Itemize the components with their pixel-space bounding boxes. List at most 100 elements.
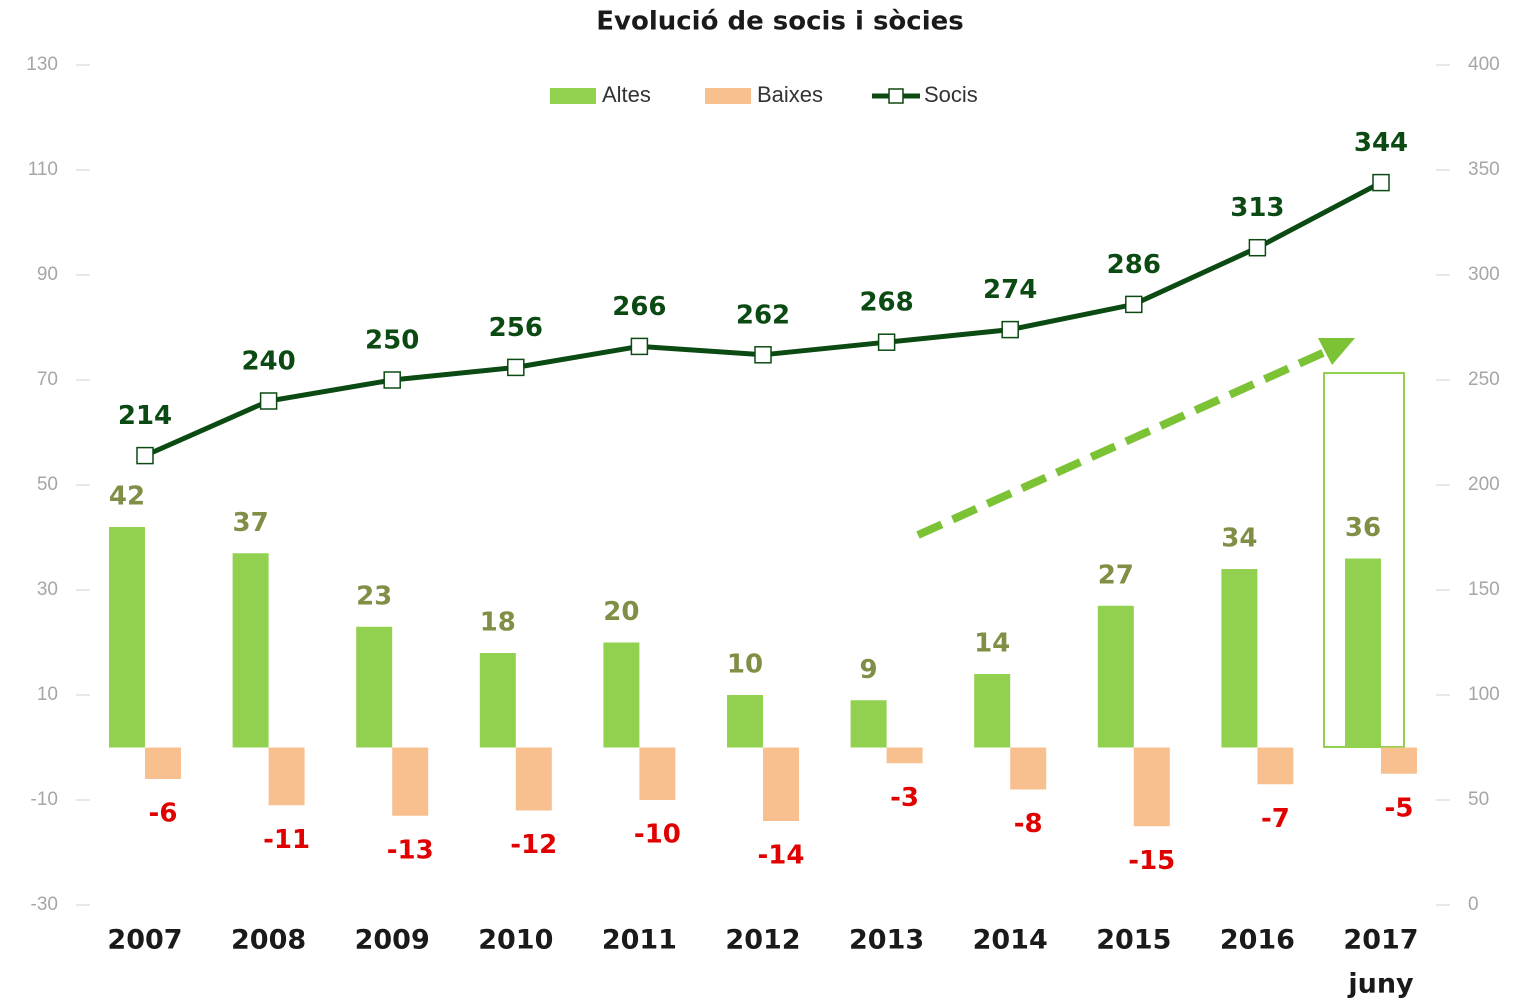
bar	[1345, 558, 1381, 748]
y-tick-label: 30	[37, 579, 58, 600]
data-label: -11	[263, 825, 310, 855]
bar	[145, 747, 181, 779]
y2-tick-label: 300	[1468, 264, 1500, 285]
bar	[268, 747, 305, 806]
x-tick-label: 2017	[1343, 925, 1418, 956]
legend-label: Socis	[924, 82, 978, 107]
data-label: 37	[233, 508, 269, 538]
arrow-head	[1318, 338, 1355, 365]
data-label: -3	[890, 783, 919, 813]
data-label: 344	[1354, 128, 1408, 158]
bar	[974, 674, 1011, 748]
data-label: 10	[727, 650, 763, 680]
bar	[850, 700, 887, 748]
data-label: 36	[1345, 513, 1381, 543]
data-label: 18	[480, 608, 516, 638]
data-label: 250	[365, 326, 419, 356]
data-label: -15	[1128, 846, 1175, 876]
x-tick-label: 2011	[602, 925, 677, 956]
x-tick-label: 2015	[1096, 925, 1171, 956]
y2-tick-label: 100	[1468, 684, 1500, 705]
y-tick-label: 130	[26, 54, 58, 75]
line-marker	[507, 358, 525, 377]
data-label: 256	[489, 313, 543, 343]
y2-tick-label: 0	[1468, 894, 1479, 915]
x-tick-label: 2009	[355, 925, 430, 956]
bar	[232, 553, 269, 748]
data-label: 14	[974, 629, 1010, 659]
data-label: 286	[1107, 250, 1161, 280]
x-tick-sublabel: juny	[1347, 969, 1414, 1000]
x-tick-label: 2007	[107, 925, 182, 956]
legend-label: Baixes	[757, 82, 823, 107]
data-label: 9	[860, 655, 878, 685]
data-label: -5	[1385, 793, 1414, 823]
y2-tick-label: 150	[1468, 579, 1500, 600]
line-marker	[630, 337, 649, 356]
y2-tick-label: 200	[1468, 474, 1500, 495]
bar	[1221, 569, 1258, 748]
bar	[727, 695, 763, 748]
bar	[1010, 747, 1047, 790]
line-marker	[1248, 238, 1267, 257]
y-tick-label: 90	[37, 264, 58, 285]
bar	[1257, 747, 1294, 785]
data-label: 42	[109, 482, 145, 512]
data-label: 23	[356, 581, 392, 611]
x-tick-label: 2014	[973, 925, 1048, 956]
line-marker	[259, 392, 278, 410]
bar	[479, 653, 516, 748]
bar	[515, 747, 552, 811]
y-tick-label: 70	[37, 369, 58, 390]
y2-tick-label: 350	[1468, 159, 1500, 180]
y2-tick-label: 50	[1468, 789, 1489, 810]
x-tick-label: 2013	[849, 925, 924, 956]
bar	[392, 747, 429, 816]
data-label: -12	[510, 830, 557, 860]
data-label: 20	[603, 597, 639, 627]
y-tick-label: 110	[28, 159, 58, 180]
data-label: 266	[612, 292, 666, 322]
x-tick-label: 2012	[725, 925, 800, 956]
bar	[603, 642, 640, 748]
chart-title: Evolució de socis i sòcies	[596, 7, 963, 37]
y-tick-label: -30	[31, 894, 58, 915]
data-label: -7	[1261, 804, 1290, 834]
data-label: 274	[983, 275, 1037, 305]
data-label: 34	[1221, 524, 1257, 554]
y-tick-label: -10	[31, 789, 58, 810]
trend-arrow	[916, 338, 1355, 539]
data-label: -10	[634, 820, 681, 850]
x-tick-label: 2010	[478, 925, 553, 956]
line-marker	[136, 446, 154, 465]
line-marker	[754, 346, 772, 364]
y2-tick-label: 400	[1468, 54, 1500, 75]
line-marker	[1372, 173, 1390, 192]
line-marker	[1001, 320, 1019, 339]
data-label: -6	[149, 799, 178, 829]
bar	[1381, 747, 1417, 774]
y-tick-label: 10	[37, 684, 58, 705]
legend-marker	[888, 88, 904, 104]
y-tick-label: 50	[37, 474, 58, 495]
arrow-shaft	[916, 348, 1327, 539]
data-label: 268	[859, 288, 913, 318]
x-tick-label: 2008	[231, 925, 306, 956]
data-label: -8	[1014, 809, 1043, 839]
bar	[1097, 605, 1134, 748]
data-label: 240	[241, 347, 295, 377]
legend-swatch	[705, 88, 751, 104]
bar	[109, 527, 145, 748]
data-label: 214	[118, 401, 172, 431]
data-label: 27	[1098, 560, 1134, 590]
y2-tick-label: 250	[1468, 369, 1500, 390]
bar	[356, 626, 393, 748]
bar	[1133, 747, 1170, 827]
data-label: 262	[736, 300, 790, 330]
data-label: -13	[387, 835, 434, 865]
data-label: -14	[758, 841, 805, 871]
line-marker	[1125, 295, 1143, 314]
legend-label: Altes	[602, 82, 651, 107]
line-marker	[877, 333, 896, 351]
